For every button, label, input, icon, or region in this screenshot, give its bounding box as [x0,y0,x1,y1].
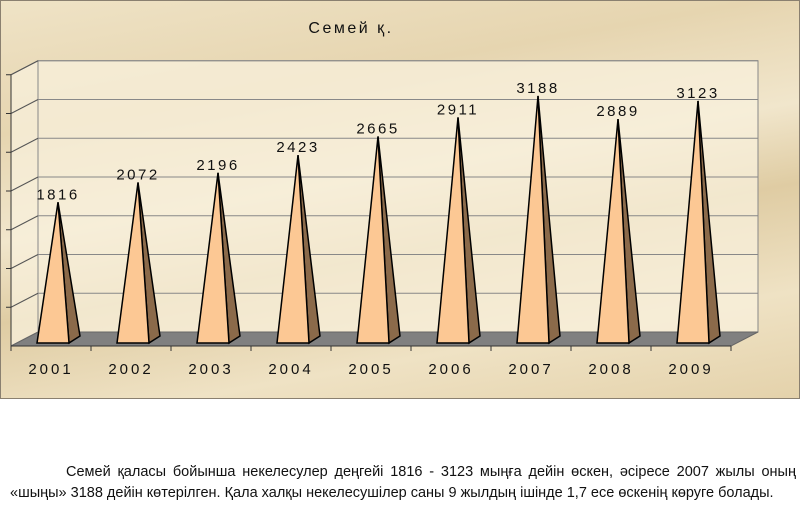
chart-frame: Семей қ. 1816 2001 2072 2002 2196 2003 2423 2004… [0,0,800,399]
data-label: 1816 [36,186,79,203]
data-label: 2423 [276,139,319,156]
gridline-side [10,176,39,192]
data-label: 2889 [596,103,639,120]
x-tick-label: 2002 [108,361,153,378]
gridline-side [10,60,39,76]
gridline-side [10,292,39,308]
x-tick-label: 2006 [428,361,473,378]
pyramid-bar [36,202,81,345]
pyramid-front [516,95,550,344]
pyramid-front [596,119,630,344]
pyramid-bar [596,119,641,345]
data-label: 2665 [356,120,399,137]
pyramid-front [276,155,310,344]
data-label: 2196 [196,157,239,174]
pyramid-front [196,172,230,344]
pyramid-bar [356,136,401,345]
pyramid-bar [196,172,241,345]
x-tick-label: 2001 [28,361,73,378]
side-wall [10,59,39,347]
data-label: 2911 [437,101,479,118]
pyramid-bar [436,117,481,345]
gridline-side [10,215,39,231]
pyramid-bar [516,95,561,345]
gridline-side [10,137,39,153]
chart-title: Семей қ. [308,20,393,37]
pyramid-bar [276,155,321,345]
x-tick-label: 2005 [348,361,393,378]
x-tick-label: 2009 [668,361,713,378]
pyramid-front [116,182,150,344]
data-label: 3188 [516,80,559,97]
data-label: 2072 [116,166,159,183]
gridline-side [10,99,39,114]
data-label: 3123 [676,85,719,102]
x-tick-label: 2008 [588,361,633,378]
pyramid-bar [116,182,161,345]
pyramid-bar [676,100,721,345]
caption-text: Семей қаласы бойынша некелесулер деңгейі… [10,464,796,501]
pyramid-bar-chart: Семей қ. 1816 2001 2072 2002 2196 2003 2423 2004… [6,20,759,378]
pyramid-front [36,202,70,344]
pyramid-front [436,117,470,344]
pyramid-front [676,100,710,344]
gridline-side [10,254,39,269]
x-tick-label: 2007 [508,361,553,378]
pyramid-front [356,136,390,344]
x-tick-label: 2003 [188,361,233,378]
x-tick-label: 2004 [268,361,313,378]
